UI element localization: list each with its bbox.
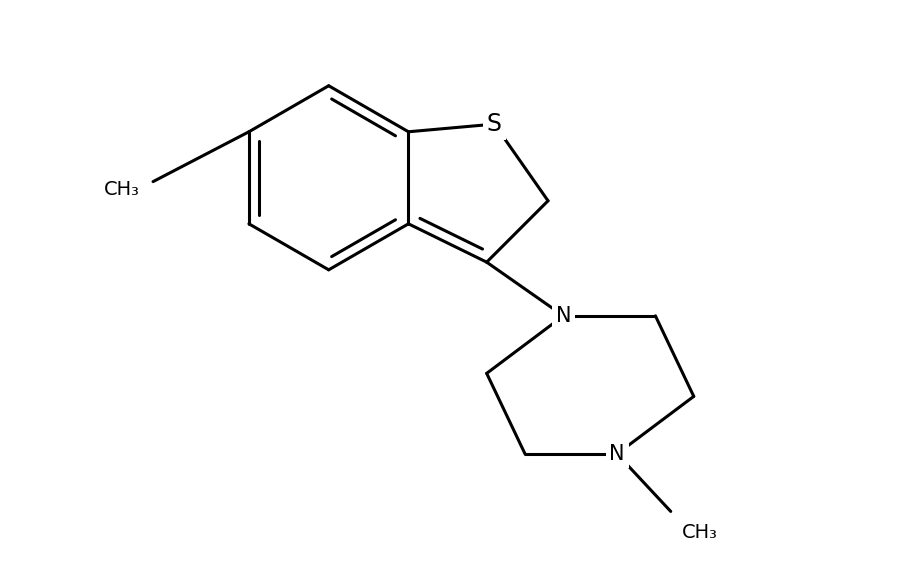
- Text: CH₃: CH₃: [681, 523, 717, 542]
- Text: N: N: [555, 306, 570, 326]
- Text: N: N: [609, 444, 624, 464]
- Text: S: S: [486, 112, 501, 136]
- Text: CH₃: CH₃: [104, 180, 140, 199]
